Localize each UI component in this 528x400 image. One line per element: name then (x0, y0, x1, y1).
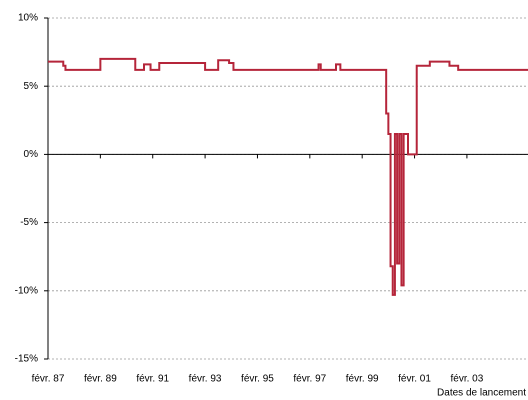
y-tick-label: -5% (20, 217, 38, 228)
x-tick-label: févr. 91 (136, 374, 169, 385)
x-tick-label: févr. 89 (84, 374, 117, 385)
x-tick-label: févr. 01 (398, 374, 431, 385)
y-tick-label: 5% (24, 81, 39, 92)
x-tick-label: févr. 97 (293, 374, 326, 385)
y-tick-label: -10% (15, 285, 38, 296)
x-tick-label: févr. 93 (189, 374, 222, 385)
x-axis-label: Dates de lancement (437, 388, 526, 399)
y-tick-label: 10% (18, 13, 38, 24)
x-tick-label: févr. 03 (451, 374, 484, 385)
x-tick-label: févr. 95 (241, 374, 274, 385)
x-tick-label: févr. 99 (346, 374, 379, 385)
y-tick-label: 0% (24, 149, 39, 160)
x-tick-label: févr. 87 (32, 374, 65, 385)
series-line (48, 57, 528, 296)
y-tick-label: -15% (15, 354, 38, 365)
